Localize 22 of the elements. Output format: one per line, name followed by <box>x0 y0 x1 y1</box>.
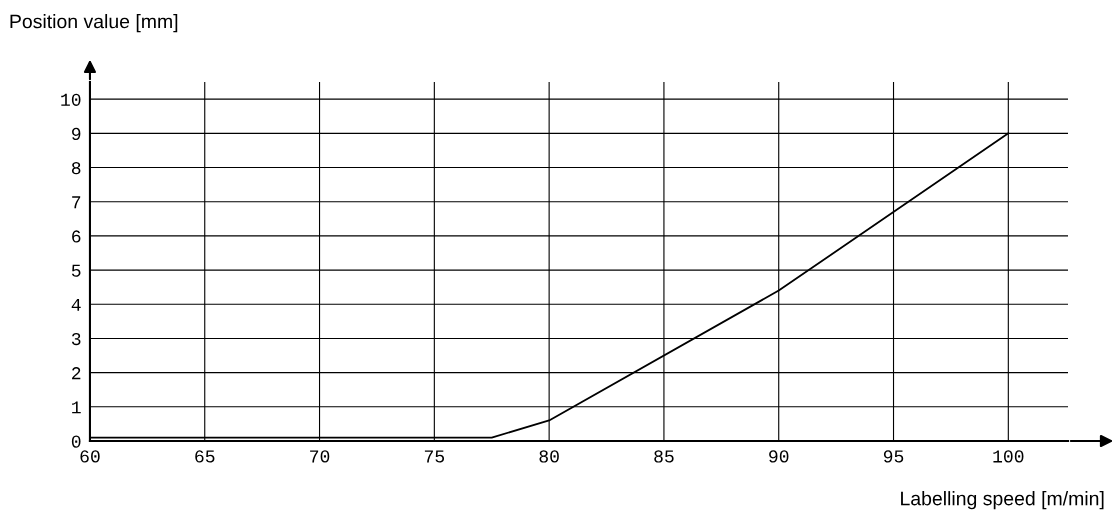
x-tick-label: 60 <box>80 450 100 463</box>
x-tick-label: 85 <box>654 450 674 463</box>
y-tick-label: 5 <box>71 264 81 277</box>
y-tick-label: 10 <box>61 93 81 106</box>
x-tick-label: 95 <box>883 450 904 463</box>
y-tick-label: 1 <box>72 401 81 414</box>
x-tick-label: 80 <box>539 450 559 463</box>
x-tick-label: 75 <box>424 450 445 463</box>
y-tick-label: 2 <box>72 367 81 380</box>
y-axis-title: Position value [mm] <box>10 14 178 33</box>
x-tick-label: 65 <box>195 450 215 463</box>
y-tick-label: 9 <box>72 127 81 141</box>
y-tick-label: 3 <box>71 332 81 346</box>
x-tick-label: 90 <box>769 450 789 463</box>
x-tick-label: 100 <box>993 450 1024 463</box>
x-tick-label: 70 <box>310 450 330 463</box>
y-tick-label: 8 <box>71 162 81 175</box>
y-tick-label: 4 <box>71 298 81 311</box>
y-tick-label: 7 <box>72 196 81 209</box>
x-axis-title: Labelling speed [m/min] <box>901 491 1104 510</box>
y-tick-label: 0 <box>71 435 81 448</box>
y-tick-label: 6 <box>72 230 81 243</box>
